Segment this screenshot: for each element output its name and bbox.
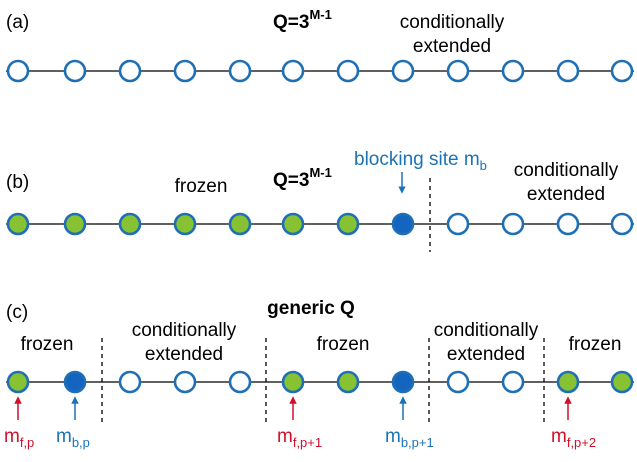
panel-a-cond-line2: extended: [413, 36, 491, 57]
panel-c-site-11-frozen: [556, 370, 580, 394]
panel-c-cond1-line2: extended: [145, 344, 223, 365]
label-m-f-p-base: m: [4, 426, 20, 447]
panel-a-chain: [6, 59, 634, 83]
label-m-b-p1-base: m: [385, 426, 401, 447]
panel-b-q-label: Q=3M-1: [273, 165, 332, 191]
label-m-f-p2-sub: f,p+2: [567, 435, 596, 450]
panel-b-blocking-label: blocking site mb: [354, 149, 487, 173]
panel-a-site-9-open: [446, 59, 470, 83]
label-m-f-p1: mf,p+1: [277, 426, 322, 450]
panel-b-site-4-frozen: [173, 212, 197, 236]
panel-b-site-2-frozen: [63, 212, 87, 236]
panel-a-site-3-open: [118, 59, 142, 83]
panel-b-site-10-open: [501, 212, 525, 236]
panel-c-title: generic Q: [267, 298, 355, 319]
panel-b-site-9-open: [446, 212, 470, 236]
panel-a-q-base: Q=3: [273, 12, 309, 33]
panel-a-q-label: Q=3M-1: [273, 7, 332, 33]
panel-b-q-base: Q=3: [273, 170, 309, 191]
label-m-f-p: mf,p: [4, 426, 34, 450]
panel-c-site-5-open: [228, 370, 252, 394]
panel-c-site-2-blocking: [63, 370, 87, 394]
panel-c-site-6-frozen: [281, 370, 305, 394]
panel-b-frozen-label: frozen: [175, 176, 228, 197]
panel-b-site-5-frozen: [228, 212, 252, 236]
panel-c-site-10-open: [501, 370, 525, 394]
panel-a-site-1-open: [6, 59, 30, 83]
panel-a-site-12-open: [610, 59, 634, 83]
panel-a-site-10-open: [501, 59, 525, 83]
panel-a-q-exp: M-1: [309, 7, 331, 22]
panel-b-site-11-open: [556, 212, 580, 236]
panel-b-site-1-frozen: [6, 212, 30, 236]
panel-a-site-2-open: [63, 59, 87, 83]
panel-c-cond1-line1: conditionally: [132, 320, 237, 341]
label-m-b-p-sub: b,p: [72, 435, 90, 450]
panel-b-chain: [6, 212, 634, 236]
panel-a-site-7-open: [336, 59, 360, 83]
panel-c-chain: [6, 370, 634, 394]
panel-c-site-7-frozen: [336, 370, 360, 394]
panel-b-cond-line1: conditionally: [514, 160, 619, 181]
panel-b-site-7-frozen: [336, 212, 360, 236]
panel-a-site-5-open: [228, 59, 252, 83]
panel-b-site-8-blocking: [391, 212, 415, 236]
panel-c-cond2-line1: conditionally: [434, 320, 539, 341]
panel-c-site-9-open: [446, 370, 470, 394]
panel-b-blocking-text: blocking site m: [354, 149, 480, 170]
panel-a-site-4-open: [173, 59, 197, 83]
label-m-f-p2-base: m: [551, 426, 567, 447]
panel-c-site-1-frozen: [6, 370, 30, 394]
panel-b-cond-line2: extended: [527, 184, 605, 205]
panel-c-site-12-frozen: [610, 370, 634, 394]
panel-a-tag: (a): [6, 12, 29, 33]
label-m-b-p1-sub: b,p+1: [401, 435, 434, 450]
label-m-f-p1-sub: f,p+1: [293, 435, 322, 450]
panel-b-tag: (b): [6, 172, 29, 193]
panel-a-site-6-open: [281, 59, 305, 83]
panel-c-site-3-open: [118, 370, 142, 394]
panel-c-cond2-line2: extended: [447, 344, 525, 365]
panel-b-site-12-open: [610, 212, 634, 236]
panel-b-blocking-sub: b: [480, 158, 487, 173]
panel-a-site-8-open: [391, 59, 415, 83]
label-m-b-p1: mb,p+1: [385, 426, 434, 450]
panel-a-cond-line1: conditionally: [400, 12, 505, 33]
panel-c-frozen-3: frozen: [569, 334, 622, 355]
label-m-f-p1-base: m: [277, 426, 293, 447]
panel-c-frozen-1: frozen: [21, 334, 74, 355]
panel-b-site-3-frozen: [118, 212, 142, 236]
panel-c-site-4-open: [173, 370, 197, 394]
panel-b-q-exp: M-1: [309, 165, 331, 180]
label-m-f-p2: mf,p+2: [551, 426, 596, 450]
panel-b-site-6-frozen: [281, 212, 305, 236]
label-m-b-p: mb,p: [56, 426, 90, 450]
label-m-f-p-sub: f,p: [20, 435, 34, 450]
panel-c-tag: (c): [6, 302, 28, 323]
panel-c-site-8-blocking: [391, 370, 415, 394]
panel-a-site-11-open: [556, 59, 580, 83]
panel-c-frozen-2: frozen: [317, 334, 370, 355]
label-m-b-p-base: m: [56, 426, 72, 447]
